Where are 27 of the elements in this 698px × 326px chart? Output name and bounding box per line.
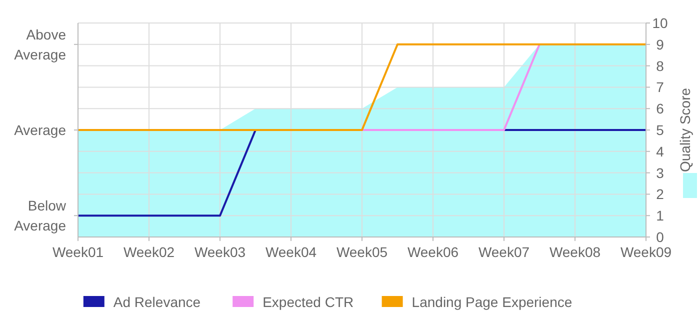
- y-tick-label: 4: [656, 143, 664, 160]
- legend-label: Expected CTR: [262, 294, 354, 310]
- x-tick-label: Week03: [194, 244, 246, 260]
- text: Above Average: [14, 26, 66, 62]
- y-tick-label: 10: [652, 15, 668, 31]
- y-tick-label: 0: [656, 229, 664, 245]
- legend-label: Ad Relevance: [113, 294, 201, 310]
- x-tick-label: Week07: [478, 244, 530, 260]
- y-tick-label: 3: [656, 164, 664, 181]
- y-tick-label: 9: [656, 36, 664, 52]
- x-tick-label: Week06: [407, 244, 459, 260]
- y-tick-label: 2: [656, 186, 664, 202]
- x-tick-label: Week05: [336, 244, 388, 260]
- y-tick-label: 8: [656, 58, 664, 74]
- x-tick-label: Week02: [123, 244, 175, 260]
- y-tick-label: 7: [656, 79, 664, 96]
- text: Below Average: [14, 198, 67, 234]
- y-tick-label: 1: [656, 208, 664, 224]
- x-tick-label: Week01: [52, 244, 104, 260]
- x-tick-label: Week04: [265, 244, 317, 260]
- y-axis-title: Quality Score: [677, 88, 693, 172]
- y-tick-label: 5: [656, 122, 664, 138]
- x-tick-label: Week09: [620, 244, 672, 260]
- text: Average: [14, 122, 66, 138]
- x-tick-label: Week08: [549, 244, 601, 260]
- legend-label: Landing Page Experience: [412, 294, 572, 310]
- y-tick-label: 6: [656, 100, 664, 117]
